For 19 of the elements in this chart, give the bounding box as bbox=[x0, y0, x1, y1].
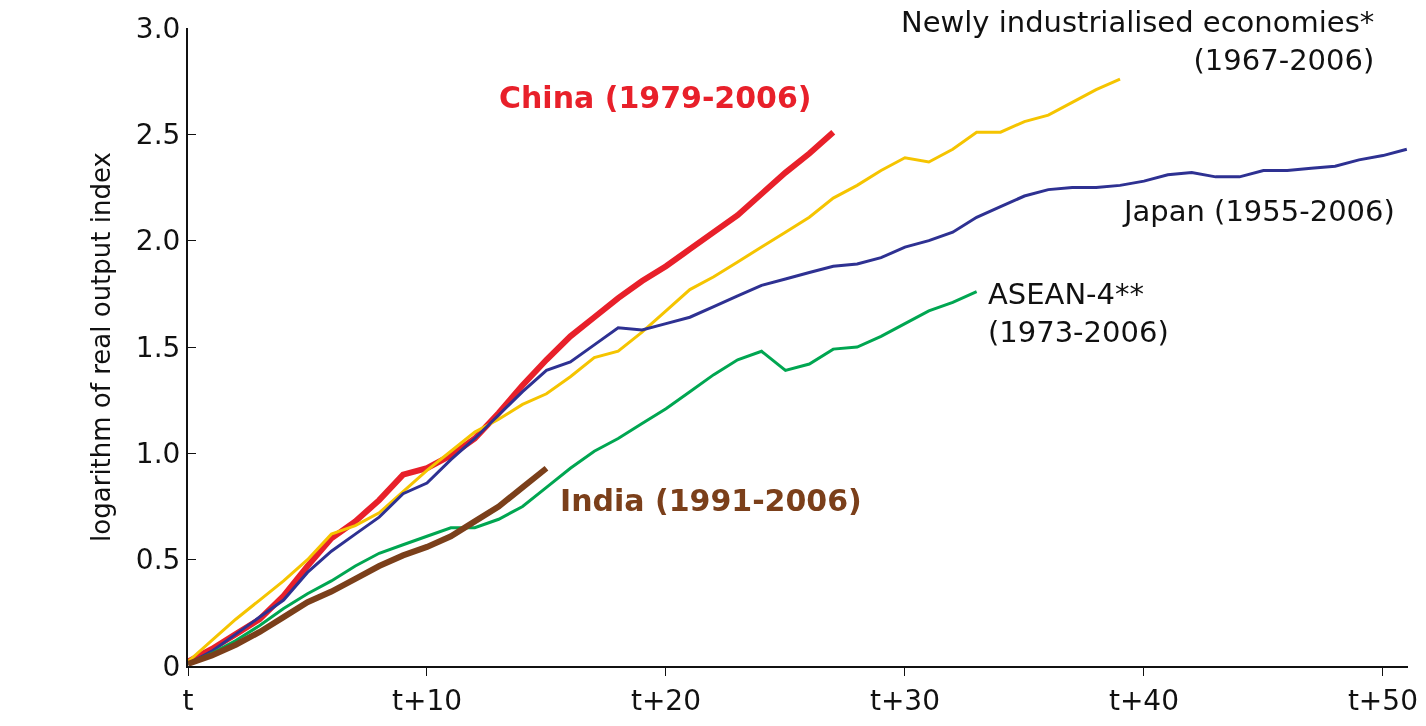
y-axis-title: logarithm of real output index bbox=[85, 152, 116, 542]
series-label: China (1979-2006) bbox=[499, 80, 812, 115]
y-tick-label: 2.5 bbox=[135, 118, 181, 152]
x-tick-label: t+30 bbox=[869, 683, 940, 717]
x-tick-label: t bbox=[182, 683, 194, 717]
series-label: India (1991-2006) bbox=[560, 483, 862, 518]
x-tick-label: t+20 bbox=[630, 683, 701, 717]
series-label: ASEAN-4** (1973-2006) bbox=[988, 277, 1169, 349]
series-label: Japan (1955-2006) bbox=[1122, 194, 1395, 228]
y-tick-label: 1.0 bbox=[135, 437, 181, 471]
series-label: Newly industrialised economies* (1967-2006) bbox=[901, 5, 1375, 77]
y-tick-label: 0 bbox=[162, 649, 181, 683]
y-tick-label: 3.0 bbox=[135, 11, 181, 45]
y-tick-label: 0.5 bbox=[135, 543, 181, 577]
y-tick-label: 1.5 bbox=[135, 330, 181, 364]
x-tick-label: t+50 bbox=[1347, 683, 1418, 717]
x-tick-label: t+10 bbox=[391, 683, 463, 717]
y-tick-label: 2.0 bbox=[135, 224, 181, 258]
x-tick-label: t+40 bbox=[1108, 683, 1179, 717]
